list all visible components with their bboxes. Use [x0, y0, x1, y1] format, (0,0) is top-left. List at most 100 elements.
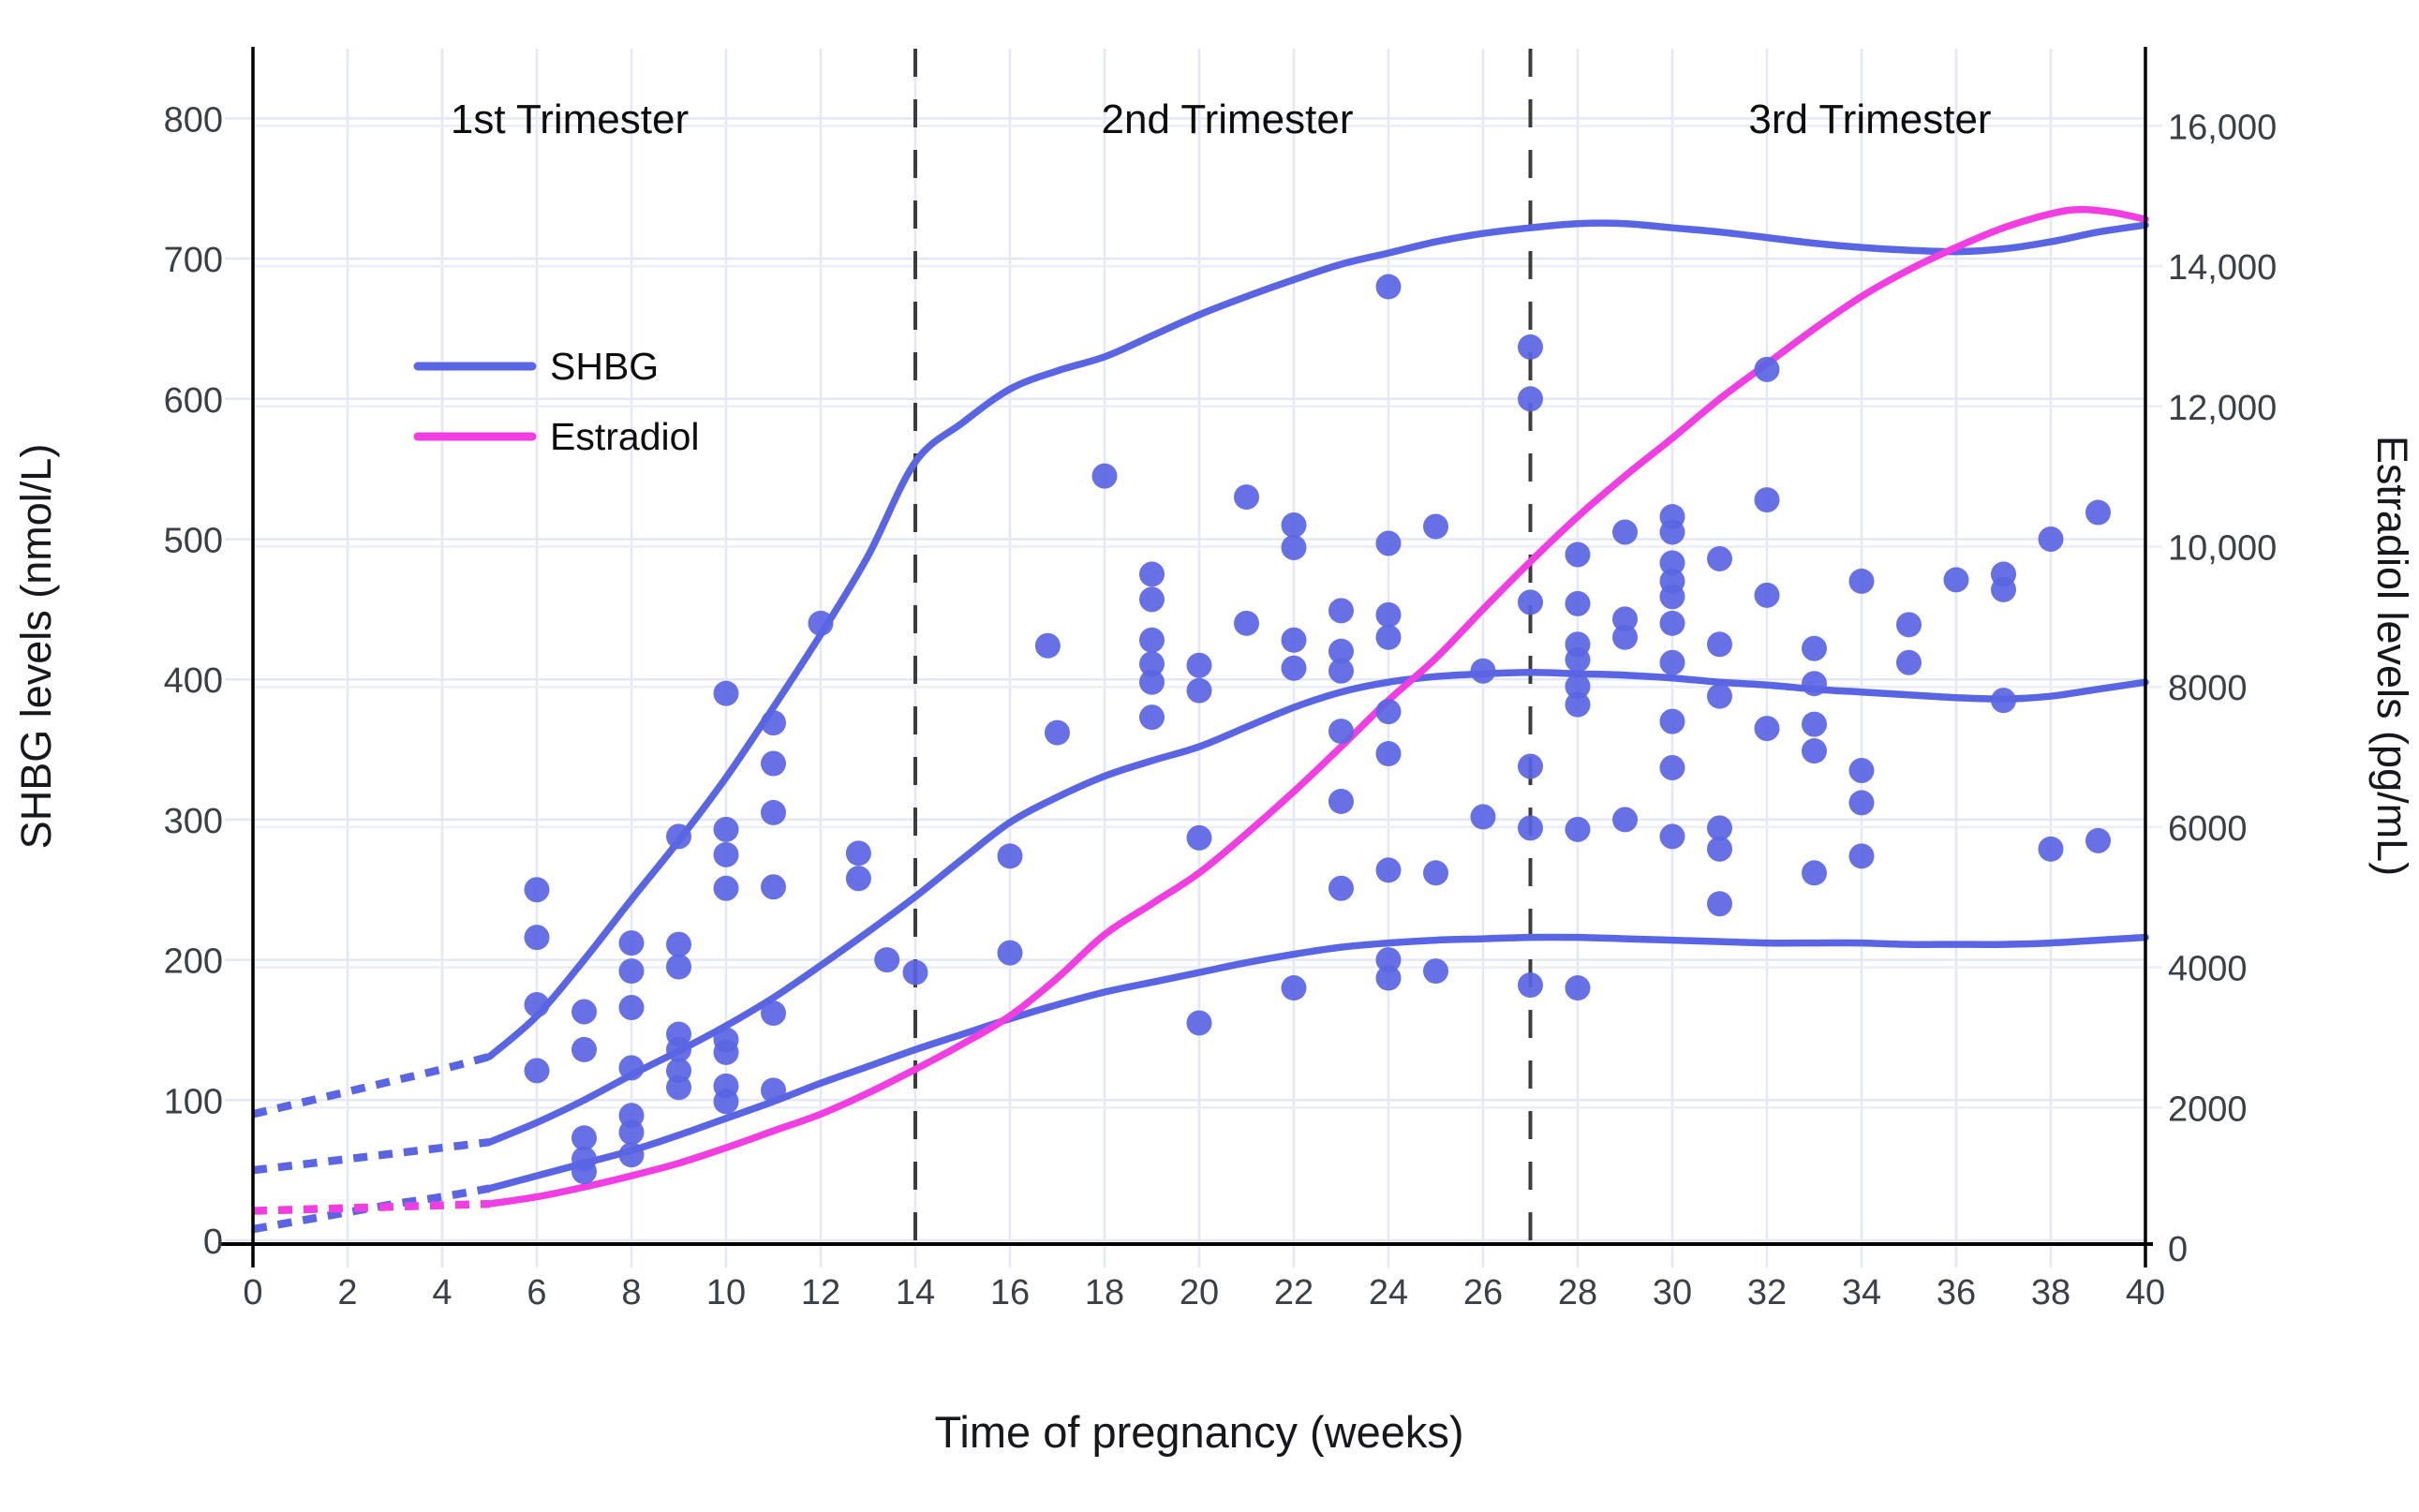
scatter-point [1139, 586, 1165, 613]
scatter-point [1565, 674, 1591, 700]
scatter-point [1848, 790, 1875, 816]
x-tick-label-30: 30 [1653, 1273, 1692, 1312]
scatter-point [1707, 545, 1732, 571]
legend-item-shbg[interactable]: SHBG [413, 345, 659, 388]
scatter-point [1375, 947, 1402, 973]
y-right-tick-label-12000: 12,000 [2168, 389, 2277, 428]
scatter-point [2085, 827, 2111, 853]
x-tick-label-32: 32 [1747, 1273, 1787, 1312]
scatter-point [1659, 610, 1685, 636]
scatter-point [1518, 972, 1543, 999]
x-tick-label-20: 20 [1180, 1273, 1219, 1312]
x-tick-label-12: 12 [801, 1273, 840, 1312]
scatter-point [571, 1036, 597, 1062]
legend-item-estradiol[interactable]: Estradiol [413, 415, 700, 458]
scatter-points [524, 274, 2111, 1185]
shbg-lower-percentile [485, 933, 2149, 1193]
scatter-point [571, 1159, 597, 1185]
x-tick-label-16: 16 [990, 1273, 1030, 1312]
scatter-point [1518, 334, 1543, 360]
x-tick-label-6: 6 [527, 1273, 546, 1312]
scatter-point [1659, 823, 1685, 850]
scatter-point [1281, 512, 1307, 539]
scatter-point [1328, 638, 1354, 664]
scatter-point [1802, 738, 1827, 764]
scatter-point [713, 816, 739, 842]
x-tick-label-40: 40 [2126, 1273, 2165, 1312]
shbg-upper-percentile [485, 219, 2149, 1060]
x-tick-label-24: 24 [1369, 1273, 1408, 1312]
scatter-point [1375, 857, 1402, 883]
x-tick-label-0: 0 [243, 1273, 262, 1312]
scatter-point [713, 875, 739, 901]
scatter-point [1659, 708, 1685, 734]
scatter-point [1518, 386, 1543, 412]
x-tick-label-34: 34 [1842, 1273, 1881, 1312]
scatter-point [1518, 815, 1543, 841]
scatter-point [618, 1119, 645, 1146]
scatter-point [1659, 755, 1685, 781]
scatter-point [1754, 356, 1780, 382]
scatter-point [618, 930, 645, 956]
scatter-point [524, 925, 550, 951]
scatter-point [1565, 816, 1591, 842]
scatter-point [524, 992, 550, 1018]
scatter-point [1991, 688, 2016, 714]
y-left-tick-label-500: 500 [164, 522, 223, 561]
scatter-point [524, 1058, 550, 1084]
scatter-point [1707, 631, 1732, 658]
scatter-point [1754, 582, 1780, 608]
scatter-point [618, 994, 645, 1020]
scatter-point [997, 843, 1023, 869]
scatter-point [1659, 550, 1685, 576]
scatter-point [1896, 612, 1922, 638]
x-tick-label-28: 28 [1558, 1273, 1597, 1312]
scatter-point [1659, 584, 1685, 610]
scatter-point [1328, 598, 1354, 624]
scatter-point [1328, 719, 1354, 745]
scatter-point [761, 1077, 786, 1104]
scatter-point [1423, 513, 1448, 540]
scatter-point [1565, 590, 1591, 616]
y-right-tick-label-0: 0 [2168, 1230, 2188, 1269]
first-trimester-label: 1st Trimester [451, 96, 689, 142]
scatter-point [1612, 624, 1638, 650]
scatter-point [1375, 699, 1402, 725]
trimester-separators [913, 49, 1533, 1244]
scatter-point [1375, 530, 1402, 556]
scatter-point [1612, 807, 1638, 833]
y-right-tick-label-6000: 6000 [2168, 809, 2248, 849]
scatter-point [1612, 606, 1638, 632]
scatter-point [666, 1075, 691, 1101]
y-right-tick-label-4000: 4000 [2168, 950, 2248, 989]
x-tick-label-4: 4 [432, 1273, 452, 1312]
scatter-point [1281, 627, 1307, 653]
scatter-point [1423, 860, 1448, 886]
scatter-point [1896, 649, 1922, 675]
scatter-point [1234, 610, 1259, 636]
scatter-point [1848, 843, 1875, 869]
y-left-tick-label-200: 200 [164, 942, 223, 982]
x-tick-label-36: 36 [1937, 1273, 1976, 1312]
estradiol [485, 205, 2149, 1208]
scatter-point [1139, 651, 1165, 677]
scatter-point [1707, 891, 1732, 917]
scatter-point [1091, 463, 1118, 489]
scatter-point [1281, 655, 1307, 681]
scatter-point [1802, 635, 1827, 661]
scatter-point [571, 1125, 597, 1151]
y-left-tick-label-800: 800 [164, 100, 223, 140]
scatter-point [997, 940, 1023, 966]
scatter-point [1186, 1010, 1212, 1036]
scatter-point [2038, 526, 2064, 552]
scatter-point [1470, 658, 1496, 684]
scatter-point [1518, 589, 1543, 615]
scatter-point [1754, 487, 1780, 513]
scatter-point [1565, 541, 1591, 568]
scatter-point [1375, 601, 1402, 628]
scatter-point [1328, 658, 1354, 684]
scatter-point [2038, 836, 2064, 862]
scatter-point [1848, 758, 1875, 784]
scatter-point [1328, 875, 1354, 901]
